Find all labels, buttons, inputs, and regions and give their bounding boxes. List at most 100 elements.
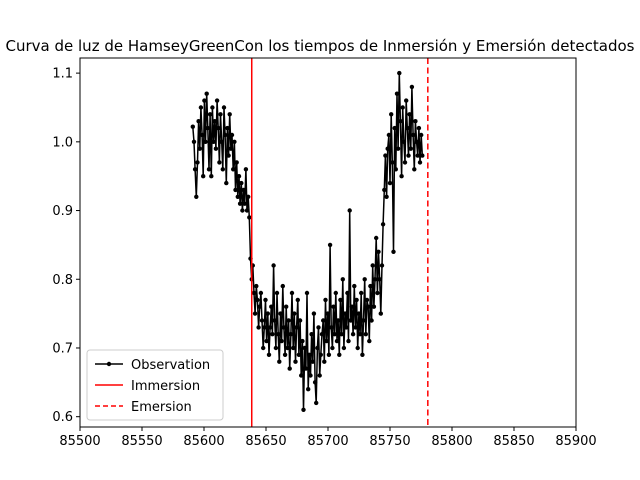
observation-point	[361, 318, 366, 323]
observation-point	[393, 167, 398, 172]
observation-point	[408, 146, 413, 151]
observation-point	[369, 318, 374, 323]
observation-point	[264, 338, 269, 344]
observation-point	[228, 146, 234, 151]
observation-point	[397, 70, 402, 76]
observation-point	[271, 263, 276, 268]
observation-point	[286, 318, 291, 323]
x-tick-label: 85500	[59, 434, 100, 449]
observation-point	[334, 338, 340, 344]
plot-frame	[79, 57, 577, 428]
y-tick-label: 0.8	[52, 273, 73, 288]
observation-point	[311, 311, 317, 316]
observation-point	[324, 338, 329, 344]
observation-point	[296, 352, 302, 357]
observation-point	[233, 187, 238, 193]
observation-point	[386, 132, 392, 138]
observation-point	[269, 304, 274, 309]
observation-point	[303, 366, 309, 371]
y-tick-label: 0.6	[52, 410, 73, 425]
observation-point	[247, 215, 252, 220]
observation-point	[241, 187, 246, 193]
observation-point	[205, 125, 210, 131]
observation-point	[288, 332, 294, 337]
observation-point	[302, 345, 307, 351]
x-tick-label: 85550	[121, 434, 162, 449]
observation-point	[293, 359, 298, 364]
plot-area	[190, 58, 429, 427]
observation-point	[312, 380, 318, 385]
observation-point	[272, 318, 277, 323]
observation-point	[317, 373, 322, 378]
observation-point	[419, 132, 424, 138]
observation-point	[365, 304, 371, 309]
observation-point	[384, 194, 389, 199]
observation-point	[380, 222, 386, 227]
observation-point	[377, 277, 382, 282]
observation-point	[310, 359, 315, 364]
observation-point	[374, 235, 379, 241]
observation-point	[371, 304, 377, 309]
observation-point	[330, 345, 335, 351]
observation-point	[282, 352, 288, 357]
observation-point	[341, 345, 347, 351]
observation-point	[307, 352, 312, 357]
legend-immersion-label: Immersion	[131, 379, 200, 394]
y-tick-label: 1.0	[52, 135, 73, 150]
observation-point	[340, 277, 345, 282]
observation-point	[210, 105, 215, 110]
observation-point	[394, 91, 400, 96]
x-tick-label: 85750	[369, 434, 410, 449]
observation-point	[409, 84, 415, 90]
x-tick-label: 85900	[555, 434, 596, 449]
observation-point	[352, 283, 357, 289]
x-tick-label: 85700	[307, 434, 348, 449]
observation-point	[220, 167, 225, 172]
observation-point	[216, 125, 221, 131]
observation-point	[323, 297, 328, 303]
observation-point	[407, 112, 412, 117]
observation-point	[299, 373, 304, 378]
observation-point	[326, 352, 332, 357]
observation-point	[337, 352, 342, 357]
observation-point	[213, 146, 219, 151]
observation-point	[251, 290, 257, 296]
observation-point	[280, 283, 285, 289]
observation-point	[414, 139, 419, 144]
observation-point	[291, 345, 296, 351]
observation-point	[345, 290, 350, 296]
observation-point	[304, 290, 310, 296]
observation-point	[199, 132, 205, 138]
observation-point	[410, 132, 416, 138]
observation-point	[234, 160, 239, 165]
observation-point	[338, 297, 343, 303]
y-tick-label: 1.1	[52, 67, 73, 82]
observation-point	[202, 98, 207, 103]
legend-box	[86, 349, 224, 421]
observation-point	[231, 167, 236, 172]
observation-point	[201, 174, 206, 179]
observation-point	[209, 174, 214, 179]
observation-point	[270, 332, 275, 337]
observation-point	[297, 318, 303, 323]
observation-point	[222, 132, 228, 138]
observation-series-line	[192, 72, 424, 411]
observation-point	[349, 304, 355, 309]
observation-point	[262, 325, 267, 330]
observation-point	[332, 332, 337, 337]
observation-point	[265, 311, 270, 316]
x-tick-label: 85800	[431, 434, 472, 449]
observation-point	[321, 318, 326, 323]
observation-point	[368, 283, 373, 289]
observation-point	[406, 153, 411, 158]
observation-point	[294, 325, 299, 330]
observation-point	[356, 311, 362, 316]
observation-point	[315, 345, 320, 351]
observation-point	[227, 112, 232, 117]
x-tick-label: 85650	[245, 434, 286, 449]
observation-point	[211, 139, 216, 144]
observation-point	[246, 194, 251, 199]
observation-point	[327, 242, 333, 248]
observation-point	[289, 290, 295, 296]
observation-point	[316, 325, 321, 330]
